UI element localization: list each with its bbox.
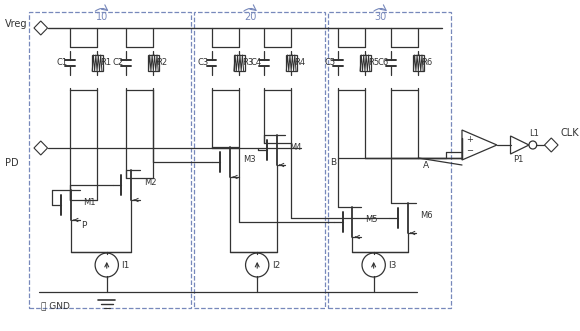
Text: P: P (82, 220, 87, 229)
Bar (328, 12, 451, 308)
Text: M5: M5 (365, 214, 378, 223)
Text: C3: C3 (198, 58, 209, 67)
Bar (148, 55, 159, 71)
Bar (234, 55, 245, 71)
Text: M4: M4 (289, 143, 302, 152)
Text: C4: C4 (251, 58, 262, 67)
Text: C2: C2 (113, 58, 124, 67)
Text: P1: P1 (513, 155, 524, 164)
Text: PD: PD (5, 158, 19, 168)
Text: R2: R2 (156, 58, 168, 67)
Text: M1: M1 (84, 198, 96, 207)
Text: A: A (423, 161, 429, 169)
Text: 30: 30 (375, 12, 387, 22)
Bar (29, 12, 191, 308)
Bar (287, 55, 297, 71)
Text: I3: I3 (388, 260, 397, 269)
Text: M2: M2 (144, 177, 156, 186)
Text: I2: I2 (272, 260, 280, 269)
Text: R4: R4 (294, 58, 305, 67)
Bar (194, 12, 325, 308)
Text: R1: R1 (100, 58, 111, 67)
Text: M3: M3 (242, 155, 255, 164)
Text: Vreg: Vreg (5, 19, 27, 29)
Text: R3: R3 (242, 58, 253, 67)
Bar (360, 55, 371, 71)
Text: −: − (466, 147, 473, 156)
Text: L1: L1 (529, 128, 539, 137)
Text: C6: C6 (378, 58, 389, 67)
Text: +: + (466, 134, 473, 144)
Text: 10: 10 (96, 12, 108, 22)
Text: 20: 20 (245, 12, 257, 22)
Text: CLK: CLK (561, 128, 579, 138)
Text: M6: M6 (420, 211, 433, 219)
Text: R5: R5 (368, 58, 379, 67)
Text: B: B (330, 158, 336, 166)
Text: R6: R6 (421, 58, 433, 67)
Text: C5: C5 (324, 58, 335, 67)
Text: ⏚ GND: ⏚ GND (41, 302, 70, 310)
Text: C1: C1 (56, 58, 67, 67)
Text: I1: I1 (121, 260, 130, 269)
Bar (414, 55, 424, 71)
Bar (92, 55, 103, 71)
